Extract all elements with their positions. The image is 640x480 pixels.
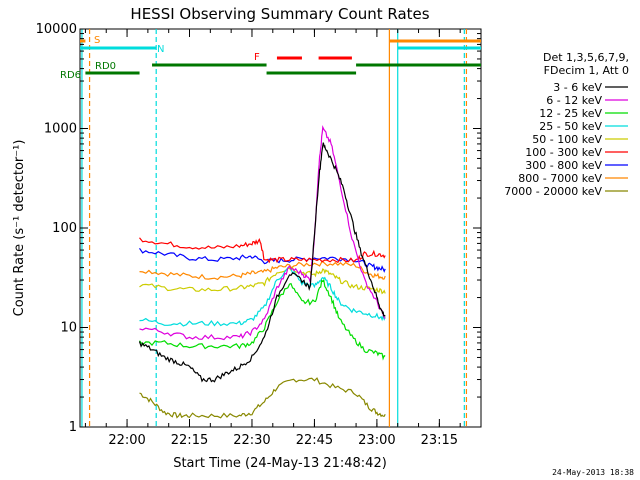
- legend: Det 1,3,5,6,7,9,FDecim 1, Att 0 3 - 6 keV…: [504, 51, 629, 198]
- x-tick-label: 23:15: [421, 433, 458, 448]
- footer-timestamp: 24-May-2013 18:38: [552, 468, 634, 477]
- legend-label: 800 - 7000 keV: [518, 172, 602, 185]
- x-tick-label: 23:00: [358, 433, 395, 448]
- marker-lines: [81, 29, 468, 427]
- x-tick-label: 22:15: [171, 433, 208, 448]
- x-axis-label: Start Time (24-May-13 21:48:42): [173, 456, 387, 471]
- series-line: [139, 237, 386, 264]
- chart-title: HESSI Observing Summary Count Rates: [130, 5, 429, 23]
- state-bars: S N F RD0 RD6: [60, 35, 481, 81]
- x-tick-label: 22:00: [108, 433, 145, 448]
- y-tick-label: 1: [69, 420, 77, 435]
- legend-label: 12 - 25 keV: [539, 107, 602, 120]
- state-bar-label: RD0: [95, 61, 116, 72]
- y-tick-label: 10000: [36, 22, 77, 37]
- state-bar-label: RD6: [60, 70, 81, 81]
- x-axis: 22:00 22:15 22:30 22:45 23:00 23:15: [84, 29, 461, 448]
- state-bar-label: N: [157, 44, 164, 55]
- x-tick-label: 22:30: [233, 433, 270, 448]
- legend-label: 6 - 12 keV: [546, 94, 602, 107]
- state-bar-label: F: [254, 52, 260, 63]
- y-tick-label: 10: [60, 321, 77, 336]
- state-bar-label: S: [94, 35, 100, 46]
- legend-label: 25 - 50 keV: [539, 120, 602, 133]
- plot-frame: [79, 28, 482, 428]
- legend-label: 50 - 100 keV: [532, 133, 602, 146]
- series-lines: [138, 124, 386, 419]
- legend-label: 3 - 6 keV: [553, 81, 602, 94]
- series-line: [139, 124, 386, 341]
- x-tick-label: 22:45: [296, 433, 333, 448]
- series-line: [139, 377, 386, 419]
- legend-header: FDecim 1, Att 0: [544, 64, 629, 77]
- legend-label: 300 - 800 keV: [525, 159, 602, 172]
- y-axis: 1 10 100 1000 10000: [36, 22, 481, 435]
- series-line: [139, 266, 386, 295]
- y-tick-label: 1000: [44, 122, 77, 137]
- y-tick-label: 100: [52, 221, 77, 236]
- series-line: [139, 260, 386, 281]
- legend-label: 100 - 300 keV: [525, 146, 602, 159]
- legend-header: Det 1,3,5,6,7,9,: [543, 51, 629, 64]
- series-line: [138, 142, 386, 383]
- y-axis-label: Count Rate (s⁻¹ detector⁻¹): [12, 140, 27, 317]
- series-line: [139, 265, 386, 327]
- series-line: [139, 278, 386, 361]
- legend-label: 7000 - 20000 keV: [504, 185, 602, 198]
